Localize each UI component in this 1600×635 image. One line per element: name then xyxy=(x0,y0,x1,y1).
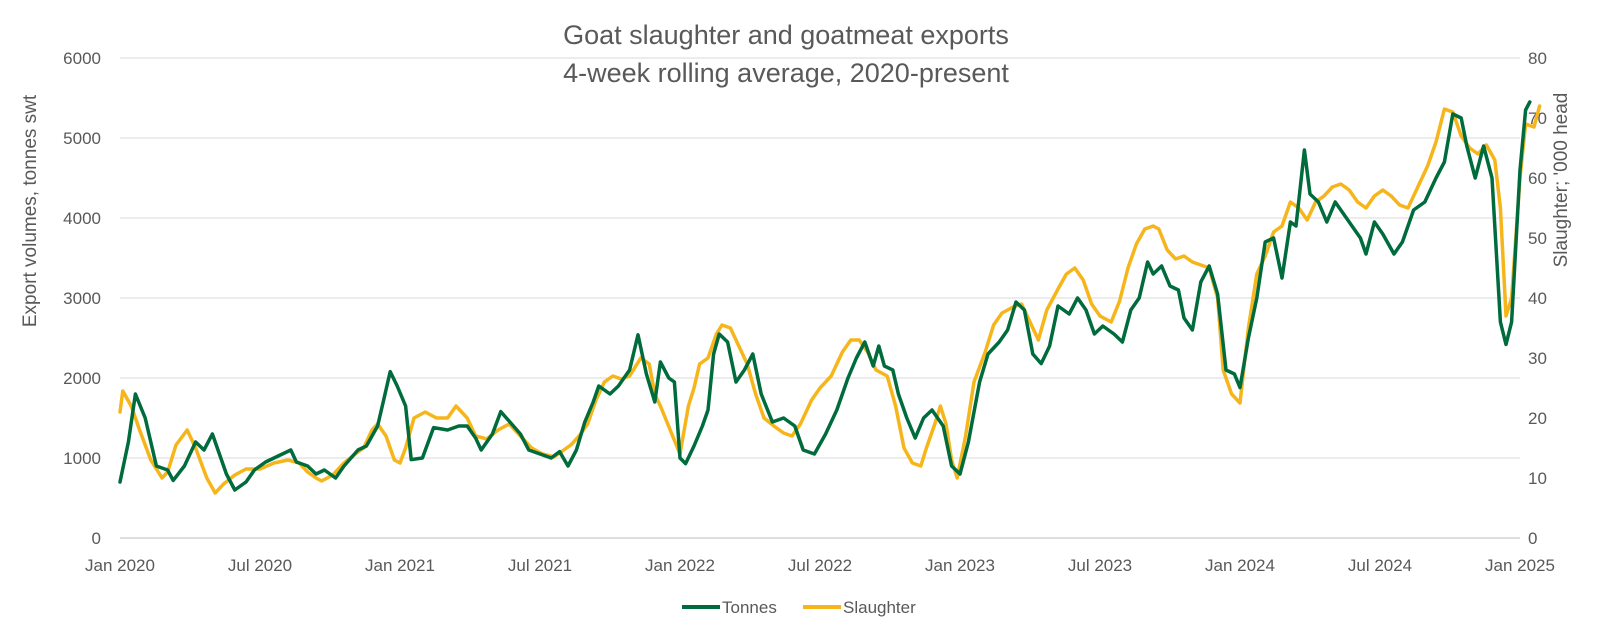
x-tick-label: Jan 2024 xyxy=(1205,556,1275,575)
legend-label-tonnes: Tonnes xyxy=(722,598,777,617)
chart-title: Goat slaughter and goatmeat exports xyxy=(563,20,1009,50)
x-tick-label: Jan 2023 xyxy=(925,556,995,575)
x-tick-label: Jan 2025 xyxy=(1485,556,1555,575)
plot-area xyxy=(118,100,1542,495)
y2-tick-label: 40 xyxy=(1528,289,1547,308)
y2-tick-label: 0 xyxy=(1528,529,1537,548)
y-tick-label: 2000 xyxy=(63,369,101,388)
chart-subtitle: 4-week rolling average, 2020-present xyxy=(563,58,1009,88)
legend-label-slaughter: Slaughter xyxy=(843,598,916,617)
x-tick-label: Jul 2022 xyxy=(788,556,852,575)
y-tick-label: 4000 xyxy=(63,209,101,228)
y-tick-label: 1000 xyxy=(63,449,101,468)
x-tick-label: Jul 2024 xyxy=(1348,556,1412,575)
y2-tick-label: 60 xyxy=(1528,169,1547,188)
y2-tick-label: 20 xyxy=(1528,409,1547,428)
y-tick-label: 5000 xyxy=(63,129,101,148)
x-tick-label: Jul 2020 xyxy=(228,556,292,575)
legend: Tonnes Slaughter xyxy=(682,598,916,617)
y2-tick-label: 30 xyxy=(1528,349,1547,368)
x-tick-label: Jul 2021 xyxy=(508,556,572,575)
y-tick-label: 3000 xyxy=(63,289,101,308)
y-tick-label: 0 xyxy=(92,529,101,548)
series-line-tonnes xyxy=(118,100,1532,492)
y2-axis-title: Slaughter; '000 head xyxy=(1551,93,1572,268)
y-tick-label: 6000 xyxy=(63,49,101,68)
y2-tick-label: 80 xyxy=(1528,49,1547,68)
x-axis: Jan 2020 Jul 2020 Jan 2021 Jul 2021 Jan 2022… xyxy=(85,556,1555,575)
x-tick-label: Jan 2022 xyxy=(645,556,715,575)
series-line-slaughter xyxy=(118,104,1542,495)
y2-tick-label: 50 xyxy=(1528,229,1547,248)
y2-tick-label: 10 xyxy=(1528,469,1547,488)
x-tick-label: Jan 2021 xyxy=(365,556,435,575)
y-axis-title: Export volumes, tonnes swt xyxy=(20,94,41,327)
x-tick-label: Jan 2020 xyxy=(85,556,155,575)
gridlines xyxy=(120,57,1520,539)
x-tick-label: Jul 2023 xyxy=(1068,556,1132,575)
y-axis-left: 0 1000 2000 3000 4000 5000 6000 xyxy=(63,49,101,548)
